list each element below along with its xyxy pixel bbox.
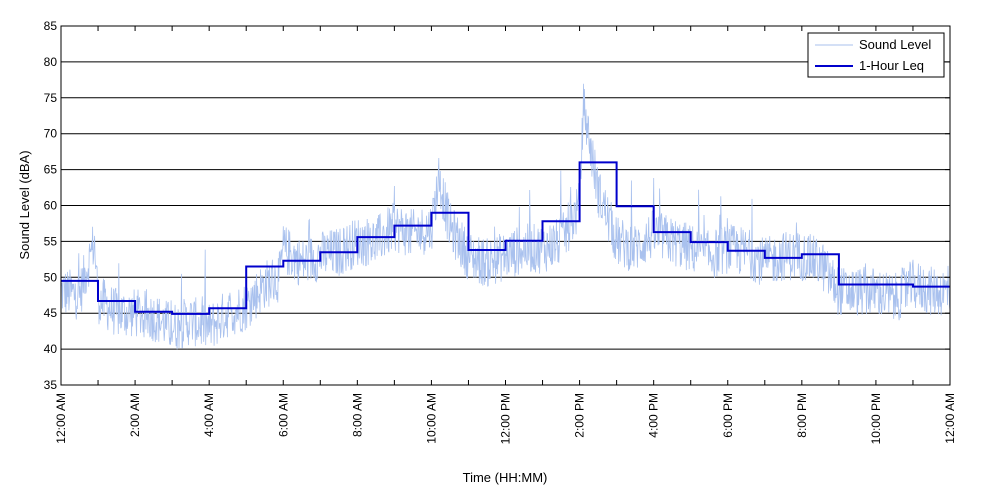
x-tick-label: 2:00 AM — [128, 393, 142, 437]
y-tick-label: 40 — [44, 342, 58, 356]
x-tick-label: 8:00 PM — [795, 393, 809, 438]
legend: Sound Level 1-Hour Leq — [807, 32, 945, 78]
y-tick-label: 70 — [44, 127, 58, 141]
y-tick-label: 85 — [44, 19, 58, 33]
x-axis: 12:00 AM 2:00 AM 4:00 AM 6:00 AM 8:00 AM 10:0… — [54, 25, 957, 444]
y-tick-label: 35 — [44, 378, 58, 392]
y-tick-label: 55 — [44, 234, 58, 248]
y-tick-label: 45 — [44, 306, 58, 320]
x-tick-label: 12:00 PM — [499, 393, 513, 444]
y-tick-label: 60 — [44, 199, 58, 213]
series-1-hour-leq-step — [61, 161, 950, 315]
x-tick-label: 4:00 AM — [202, 393, 216, 437]
x-tick-label: 4:00 PM — [647, 393, 661, 438]
legend-box — [807, 32, 945, 78]
y-tick-label: 65 — [44, 163, 58, 177]
series-layer — [60, 83, 951, 350]
x-tick-label: 12:00 AM — [943, 393, 957, 444]
legend-label-sound-level: Sound Level — [859, 37, 931, 52]
y-axis-label: Sound Level (dBA) — [17, 150, 32, 259]
x-tick-label: 10:00 AM — [424, 393, 438, 444]
y-axis: 35 40 45 50 55 60 65 70 75 80 85 — [44, 19, 58, 392]
y-tick-label: 50 — [44, 270, 58, 284]
x-axis-label: Time (HH:MM) — [463, 470, 548, 485]
x-tick-label: 6:00 PM — [721, 393, 735, 438]
y-tick-label: 75 — [44, 91, 58, 105]
x-tick-label: 6:00 AM — [276, 393, 290, 437]
x-tick-label: 2:00 PM — [573, 393, 587, 438]
y-tick-label: 80 — [44, 55, 58, 69]
x-tick-label: 10:00 PM — [869, 393, 883, 444]
x-tick-label: 8:00 AM — [350, 393, 364, 437]
legend-label-1-hour-leq: 1-Hour Leq — [859, 58, 924, 73]
x-tick-label: 12:00 AM — [54, 393, 68, 444]
